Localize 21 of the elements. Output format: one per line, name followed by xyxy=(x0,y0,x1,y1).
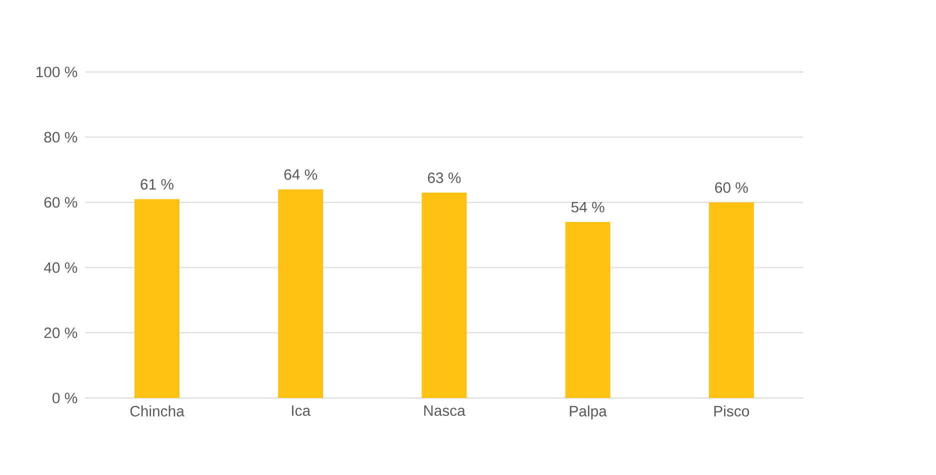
data-label: 60 % xyxy=(715,182,748,193)
y-tick-label: 60 % xyxy=(44,197,78,208)
y-tick-label: 100 % xyxy=(36,66,78,78)
data-label: 54 % xyxy=(571,202,604,212)
y-tick-label: 20 % xyxy=(44,327,78,338)
x-tick-label: Palpa xyxy=(570,406,607,420)
bar xyxy=(422,192,467,398)
x-tick-label: Pisco xyxy=(714,406,750,416)
x-tick-label: Chincha xyxy=(130,406,184,416)
bar xyxy=(134,199,180,398)
data-label: 63 % xyxy=(428,172,461,184)
y-tick-label: 0 % xyxy=(52,392,78,404)
bar xyxy=(278,189,324,398)
bar xyxy=(565,222,610,398)
x-tick-label: Nasca xyxy=(424,406,466,416)
data-label: 64 % xyxy=(284,169,318,180)
y-tick-label: 80 % xyxy=(44,132,78,142)
y-tick-label: 40 % xyxy=(44,262,78,273)
x-tick-label: Ica xyxy=(292,406,311,416)
data-label: 61 % xyxy=(140,179,174,190)
bar xyxy=(708,202,754,398)
